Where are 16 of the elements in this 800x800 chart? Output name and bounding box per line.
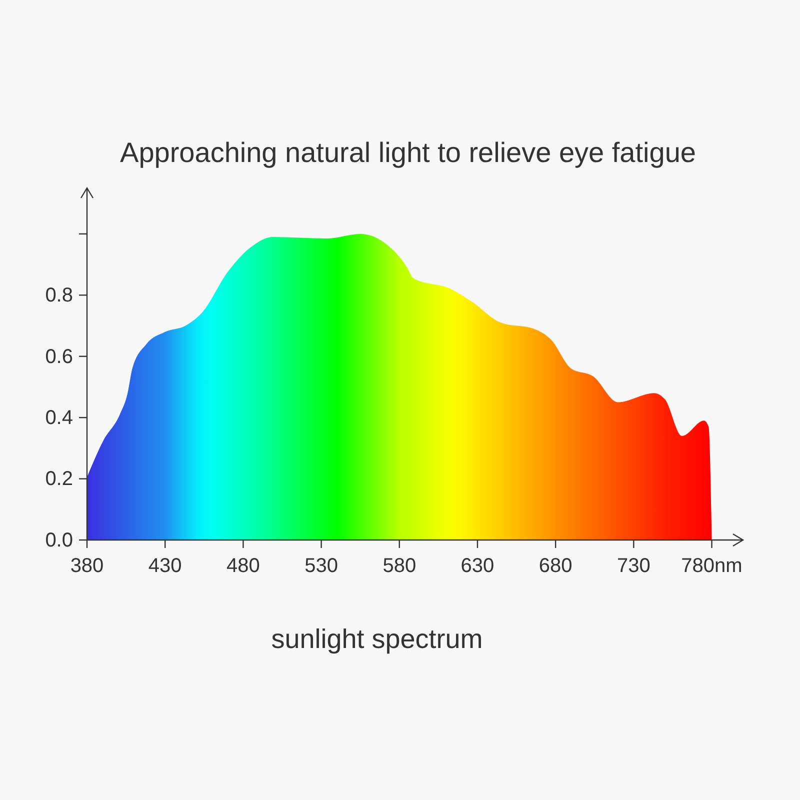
x-axis-title: sunlight spectrum bbox=[271, 624, 483, 654]
x-tick-label: 630 bbox=[460, 555, 494, 578]
x-tick-label: 430 bbox=[148, 555, 182, 578]
y-tick-label: 0.8 bbox=[45, 284, 73, 307]
x-tick-label: 530 bbox=[304, 555, 338, 578]
y-tick-label: 0.4 bbox=[45, 406, 73, 429]
y-tick-label: 0.6 bbox=[45, 346, 73, 368]
x-tick-label: 730 bbox=[616, 555, 650, 578]
y-tick-label: 0.0 bbox=[45, 529, 73, 552]
x-tick-label: 380 bbox=[70, 555, 104, 578]
x-tick-label: 580 bbox=[382, 555, 416, 578]
x-tick-label: 480 bbox=[226, 555, 260, 578]
y-tick-label: 0.2 bbox=[45, 468, 73, 490]
chart-title: Approaching natural light to relieve eye fatigue bbox=[120, 137, 696, 168]
x-tick-label: 780nm bbox=[681, 555, 742, 578]
x-tick-label: 680 bbox=[538, 555, 572, 578]
